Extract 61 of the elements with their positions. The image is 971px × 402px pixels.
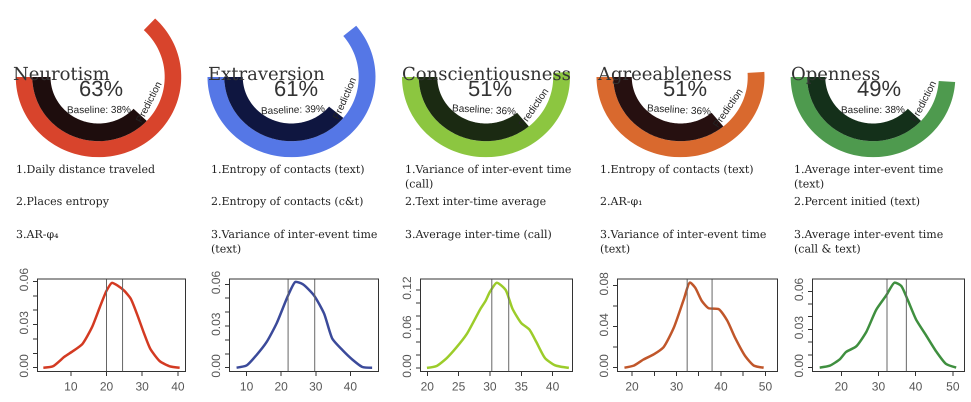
y-tick-label: 0.06 bbox=[209, 270, 224, 294]
x-tick-label: 30 bbox=[872, 380, 886, 394]
text: 3.Variance of inter-event time (text) bbox=[211, 228, 378, 256]
text: 2.Percent initied (text) bbox=[794, 195, 920, 208]
text: 3.Average inter-event time (call & text) bbox=[794, 228, 944, 256]
y-tick-label: 0.00 bbox=[17, 354, 32, 378]
x-tick-label: 30 bbox=[483, 380, 497, 394]
y-tick-label: 0.08 bbox=[597, 272, 612, 296]
text: 2.Entropy of contacts (c&t) bbox=[211, 195, 364, 208]
data-label: Baseline: 39% bbox=[260, 104, 326, 118]
data-label: Baseline: 38% bbox=[66, 104, 132, 116]
y-tick-label: 0.04 bbox=[597, 312, 612, 337]
y-tick-label: 0.00 bbox=[400, 354, 414, 378]
x-tick-label: 35 bbox=[514, 380, 528, 394]
text: 3.Variance of inter-event time (text) bbox=[600, 228, 766, 256]
line-series bbox=[818, 281, 958, 369]
text: 2.Places entropy bbox=[16, 195, 110, 208]
x-tick-label: 10 bbox=[64, 380, 78, 394]
text: 1.Variance of inter-event time (call) bbox=[405, 163, 572, 190]
line-series bbox=[426, 281, 570, 370]
x-tick-label: 50 bbox=[946, 380, 960, 394]
x-tick-label: 30 bbox=[670, 380, 684, 394]
y-tick-label: 0.00 bbox=[209, 354, 224, 378]
data-label: Baseline: 36% bbox=[646, 103, 712, 118]
x-tick-label: 30 bbox=[136, 380, 150, 394]
line-series bbox=[42, 282, 181, 369]
x-tick-label: 40 bbox=[546, 380, 560, 394]
x-tick-label: 40 bbox=[714, 380, 728, 394]
y-tick-label: 0.06 bbox=[17, 268, 32, 292]
y-tick-label: 0.12 bbox=[400, 276, 414, 300]
line-series bbox=[623, 281, 765, 369]
y-tick-label: 0.06 bbox=[792, 277, 806, 302]
x-tick-label: 20 bbox=[834, 380, 848, 394]
text: 2.Text inter-time average bbox=[405, 195, 546, 208]
x-tick-label: 40 bbox=[171, 380, 185, 394]
x-tick-label: 20 bbox=[420, 380, 434, 394]
x-tick-label: 20 bbox=[100, 380, 114, 394]
data-label: Baseline: 38% bbox=[840, 104, 906, 116]
y-tick-label: 0.03 bbox=[792, 316, 806, 340]
text: 1.Entropy of contacts (text) bbox=[600, 163, 754, 176]
text: 1.Entropy of contacts (text) bbox=[211, 163, 365, 176]
y-tick-label: 0.03 bbox=[17, 310, 32, 334]
text: 1.Average inter-event time (text) bbox=[794, 163, 944, 190]
text: 2.AR-φ₁ bbox=[600, 195, 643, 208]
y-tick-label: 0.03 bbox=[209, 312, 224, 336]
x-tick-label: 25 bbox=[452, 380, 466, 394]
x-tick-label: 30 bbox=[309, 380, 323, 394]
x-tick-label: 20 bbox=[625, 380, 640, 394]
x-tick-label: 50 bbox=[758, 380, 772, 394]
x-tick-label: 40 bbox=[344, 380, 358, 394]
y-tick-label: 0.00 bbox=[597, 354, 612, 378]
y-tick-label: 0.06 bbox=[400, 315, 414, 339]
text: 3.AR-φ₄ bbox=[16, 228, 60, 241]
text: 3.Average inter-time (call) bbox=[405, 228, 552, 241]
y-tick-label: 0.00 bbox=[792, 354, 806, 378]
line-series bbox=[235, 280, 374, 369]
x-tick-label: 10 bbox=[240, 380, 254, 394]
data-label: Baseline: 36% bbox=[452, 103, 516, 118]
x-tick-label: 20 bbox=[274, 380, 288, 394]
text: 1.Daily distance traveled bbox=[16, 163, 156, 176]
x-tick-label: 40 bbox=[908, 380, 923, 394]
